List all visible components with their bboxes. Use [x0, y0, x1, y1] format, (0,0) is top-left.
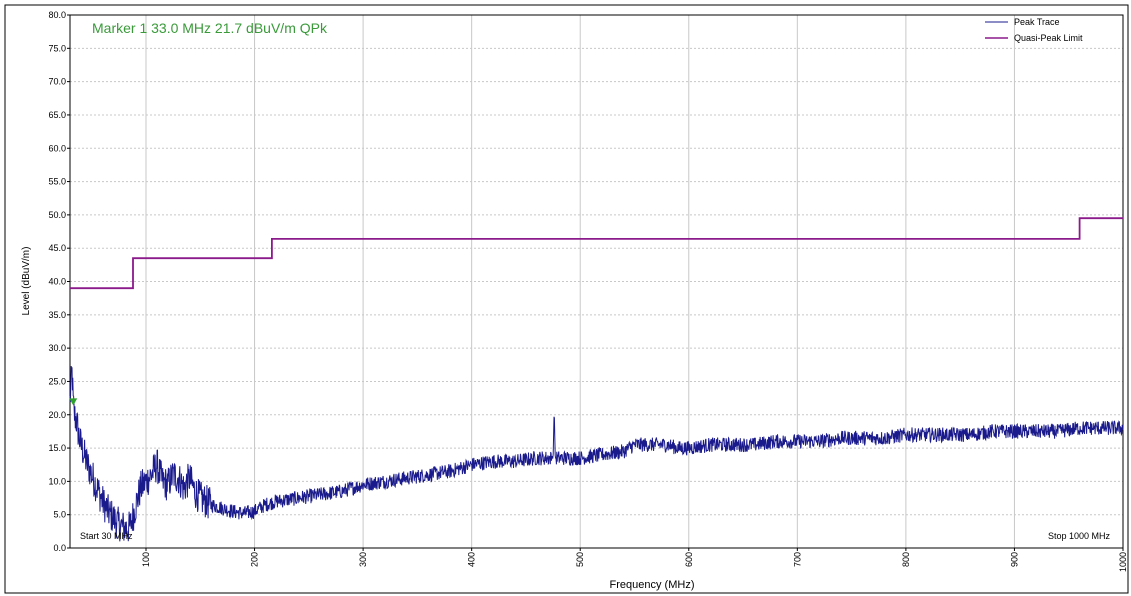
y-tick-label: 15.0 [48, 443, 66, 453]
x-tick-label: 500 [575, 552, 585, 567]
peak-trace-line [69, 365, 1124, 542]
y-tick-label: 45.0 [48, 243, 66, 253]
y-tick-label: 50.0 [48, 210, 66, 220]
y-tick-label: 10.0 [48, 476, 66, 486]
x-axis-title: Frequency (MHz) [610, 579, 695, 591]
y-tick-label: 65.0 [48, 110, 66, 120]
y-tick-label: 75.0 [48, 43, 66, 53]
y-axis-title: Level (dBuV/m) [21, 247, 32, 316]
legend-quasi-peak-limit-label: Quasi-Peak Limit [1014, 33, 1083, 43]
y-tick-label: 25.0 [48, 376, 66, 386]
y-tick-label: 40.0 [48, 277, 66, 287]
legend-peak-trace-label: Peak Trace [1014, 17, 1060, 27]
x-tick-label: 800 [901, 552, 911, 567]
x-tick-label: 600 [684, 552, 694, 567]
x-tick-label: 700 [792, 552, 802, 567]
y-axis-ticks: 0.0 5.0 10.0 15.0 20.0 25.0 30.0 35.0 40.0 45.0 50… [48, 10, 70, 553]
quasi-peak-limit-line [70, 217, 1123, 290]
grid-lines [70, 15, 1123, 548]
x-tick-label: 100 [141, 552, 151, 567]
marker-readout: Marker 1 33.0 MHz 21.7 dBuV/m QPk [92, 20, 328, 36]
x-tick-label: 400 [467, 552, 477, 567]
y-tick-label: 80.0 [48, 10, 66, 20]
legend: Peak Trace Quasi-Peak Limit [985, 17, 1083, 43]
start-frequency-label: Start 30 MHz [80, 531, 133, 541]
y-tick-label: 35.0 [48, 310, 66, 320]
y-tick-label: 20.0 [48, 410, 66, 420]
marker-1-triangle[interactable] [69, 398, 78, 406]
y-tick-label: 60.0 [48, 143, 66, 153]
window-border [4, 4, 1129, 594]
x-tick-label: 300 [358, 552, 368, 567]
y-tick-label: 30.0 [48, 343, 66, 353]
y-tick-label: 70.0 [48, 77, 66, 87]
x-axis-ticks: 100 200 300 400 500 600 700 800 900 1000 [141, 548, 1128, 572]
x-tick-label: 900 [1009, 552, 1019, 567]
y-tick-label: 5.0 [53, 510, 66, 520]
stop-frequency-label: Stop 1000 MHz [1048, 531, 1111, 541]
x-tick-label: 1000 [1118, 552, 1128, 572]
y-tick-label: 55.0 [48, 177, 66, 187]
x-tick-label: 200 [250, 552, 260, 567]
y-tick-label: 0.0 [53, 543, 66, 553]
series-group [69, 217, 1124, 542]
